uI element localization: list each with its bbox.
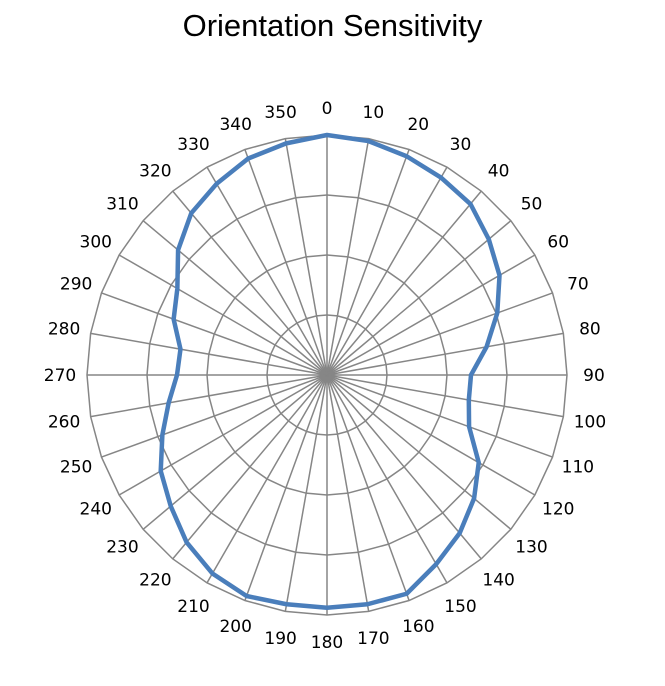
axis-label-60: 60 <box>547 233 569 253</box>
axis-label-300: 300 <box>80 233 112 253</box>
grid-spoke <box>326 292 553 376</box>
grid-spoke <box>101 292 328 376</box>
axis-label-70: 70 <box>567 275 589 295</box>
axis-label-340: 340 <box>219 115 251 135</box>
axis-label-220: 220 <box>139 571 171 591</box>
axis-label-160: 160 <box>402 617 434 637</box>
axis-label-250: 250 <box>60 457 92 477</box>
axis-label-350: 350 <box>264 103 296 123</box>
axis-label-170: 170 <box>357 629 389 649</box>
axis-label-10: 10 <box>363 103 385 123</box>
grid-spoke <box>90 332 328 376</box>
axis-label-50: 50 <box>521 194 543 214</box>
grid-spoke <box>244 374 328 601</box>
grid-spoke <box>172 374 328 560</box>
axis-label-230: 230 <box>106 538 138 558</box>
axis-label-280: 280 <box>48 320 80 340</box>
grid-spoke <box>326 374 370 612</box>
axis-label-330: 330 <box>177 135 209 155</box>
grid-spoke <box>284 374 328 612</box>
axis-label-180: 180 <box>311 633 343 653</box>
axis-label-240: 240 <box>80 500 112 520</box>
axis-label-140: 140 <box>482 571 514 591</box>
grid-spoke <box>244 149 328 376</box>
grid-spoke <box>284 138 328 376</box>
grid-spoke <box>172 190 328 376</box>
axis-label-110: 110 <box>562 457 594 477</box>
axis-label-100: 100 <box>574 412 606 432</box>
axis-label-200: 200 <box>219 617 251 637</box>
grid-spoke <box>326 374 448 584</box>
grid-spoke <box>326 374 564 418</box>
axis-label-120: 120 <box>542 500 574 520</box>
grid-spoke <box>326 374 536 496</box>
grid-spoke <box>326 374 410 601</box>
grid-spoke <box>206 166 328 376</box>
axis-label-290: 290 <box>60 275 92 295</box>
axis-label-150: 150 <box>444 597 476 617</box>
grid-spoke <box>326 374 482 560</box>
grid-spoke <box>118 254 328 376</box>
grid-spoke <box>326 166 448 376</box>
grid-spoke <box>90 374 328 418</box>
axis-label-310: 310 <box>106 194 138 214</box>
axis-label-270: 270 <box>44 366 76 386</box>
grid-spoke <box>101 374 328 458</box>
grid-spoke <box>326 138 370 376</box>
grid-spoke <box>326 220 512 376</box>
axis-label-0: 0 <box>322 99 333 119</box>
axis-label-30: 30 <box>450 135 472 155</box>
axis-label-260: 260 <box>48 412 80 432</box>
grid-spoke <box>326 190 482 376</box>
axis-label-90: 90 <box>583 366 605 386</box>
grid-spoke <box>326 149 410 376</box>
axis-label-130: 130 <box>515 538 547 558</box>
axis-label-190: 190 <box>264 629 296 649</box>
axis-label-210: 210 <box>177 597 209 617</box>
grid-spoke <box>142 220 328 376</box>
axis-label-40: 40 <box>488 161 510 181</box>
grid-spoke <box>326 374 553 458</box>
axis-label-320: 320 <box>139 161 171 181</box>
axis-label-20: 20 <box>407 115 429 135</box>
grid-spoke <box>118 374 328 496</box>
grid-spoke <box>326 374 512 530</box>
chart-title: Orientation Sensitivity <box>182 8 483 43</box>
axis-label-80: 80 <box>579 320 601 340</box>
grid-spoke <box>142 374 328 530</box>
grid-spoke <box>206 374 328 584</box>
grid-spoke <box>326 332 564 376</box>
